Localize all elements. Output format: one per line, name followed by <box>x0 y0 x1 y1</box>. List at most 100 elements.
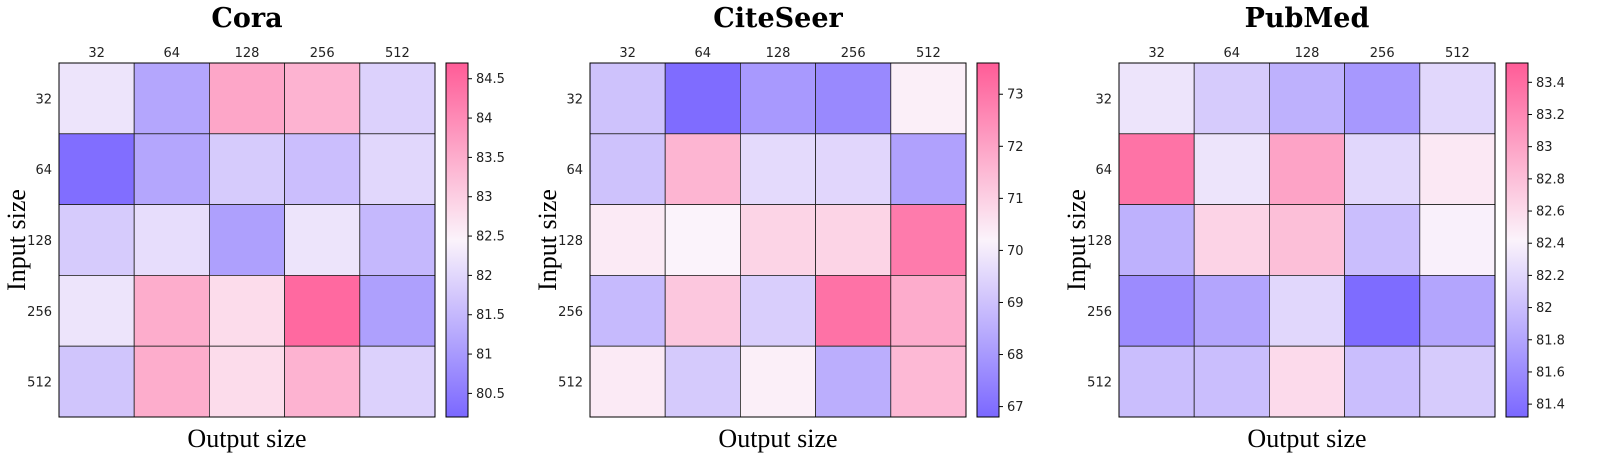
colorbar <box>445 62 469 418</box>
y-tick-label: 64 <box>1095 163 1112 178</box>
y-tick-label: 128 <box>27 234 52 249</box>
chart-title: PubMed <box>1245 3 1370 34</box>
heatmap-cell <box>740 62 817 135</box>
heatmap-cell <box>133 274 210 347</box>
colorbar-tick-label: 81.6 <box>1536 365 1565 380</box>
heatmap-cell <box>208 133 285 206</box>
y-tick-label: 32 <box>1095 92 1112 107</box>
heatmap-cell <box>284 345 361 418</box>
x-tick-label: 64 <box>695 46 712 61</box>
heatmap-cell <box>1269 133 1346 206</box>
heatmap-cell <box>284 62 361 135</box>
heatmap-cell <box>664 204 741 276</box>
colorbar <box>976 62 1000 418</box>
colorbar-tick-label: 69 <box>1007 296 1024 311</box>
heatmap-cell <box>1344 274 1421 347</box>
heatmap-cell <box>1419 345 1496 418</box>
heatmap-cell <box>359 345 436 418</box>
heatmap-cell <box>1344 133 1421 206</box>
heatmap-cell <box>815 133 892 206</box>
plot-frame <box>1118 62 1496 418</box>
colorbar-tick-label: 82 <box>476 269 493 284</box>
heatmap-cell <box>208 204 285 276</box>
heatmap-cell <box>890 204 967 276</box>
colorbar-tick-label: 84.5 <box>476 72 505 87</box>
heatmap-cell <box>1193 345 1270 418</box>
colorbar-tick-label: 82.6 <box>1536 205 1565 220</box>
colorbar-tick-label: 70 <box>1007 244 1024 259</box>
heatmap-cell <box>284 274 361 347</box>
heatmap-cell <box>208 62 285 135</box>
heatmap-cell <box>1419 204 1496 276</box>
heatmap-cell <box>208 274 285 347</box>
heatmap-cell <box>359 274 436 347</box>
x-tick-label: 256 <box>1370 46 1395 61</box>
heatmap-cell <box>815 62 892 135</box>
heatmap-cell <box>1193 133 1270 206</box>
heatmap-cell <box>1118 274 1195 347</box>
x-tick-label: 256 <box>310 46 335 61</box>
y-tick-label: 32 <box>35 92 52 107</box>
colorbar-tick-label: 82.5 <box>476 230 505 245</box>
heatmap-cell <box>1269 204 1346 276</box>
heatmap-cell <box>359 62 436 135</box>
heatmap-cell <box>133 62 210 135</box>
y-tick-label: 64 <box>566 163 583 178</box>
heatmap-cell <box>815 274 892 347</box>
heatmap-cell <box>890 133 967 206</box>
heatmap-cell <box>664 62 741 135</box>
colorbar <box>1505 62 1529 418</box>
colorbar-tick-label: 81.5 <box>476 308 505 323</box>
colorbar-tick-label: 82 <box>1536 301 1553 316</box>
y-tick-label: 256 <box>558 305 583 320</box>
heatmap-cell <box>284 133 361 206</box>
colorbar-tick-label: 82.4 <box>1536 237 1565 252</box>
x-tick-label: 64 <box>164 46 181 61</box>
heatmap-cell <box>1118 204 1195 276</box>
heatmap-cell <box>58 274 135 347</box>
heatmap-cell <box>664 345 741 418</box>
colorbar-tick-label: 83 <box>1536 140 1553 155</box>
heatmap-cell <box>1118 345 1195 418</box>
y-axis-label: Input size <box>533 189 562 291</box>
heatmap-cell <box>1419 62 1496 135</box>
y-tick-label: 256 <box>27 305 52 320</box>
x-axis-label: Output size <box>1247 424 1366 453</box>
heatmap-cell <box>1269 62 1346 135</box>
colorbar-tick-label: 72 <box>1007 140 1024 155</box>
x-tick-label: 128 <box>235 46 260 61</box>
chart-title: Cora <box>211 3 282 34</box>
heatmap-cell <box>208 345 285 418</box>
y-tick-label: 32 <box>566 92 583 107</box>
colorbar-tick-label: 81 <box>476 348 493 363</box>
heatmap-cell <box>890 274 967 347</box>
heatmap-cell <box>133 345 210 418</box>
heatmap-cell <box>664 274 741 347</box>
colorbar-tick-label: 68 <box>1007 348 1024 363</box>
heatmap-cell <box>1344 345 1421 418</box>
heatmap-cell <box>1193 204 1270 276</box>
x-tick-label: 512 <box>916 46 941 61</box>
heatmap-cell <box>1118 62 1195 135</box>
x-tick-label: 32 <box>619 46 636 61</box>
heatmap-cell <box>890 345 967 418</box>
heatmap-cell <box>1419 133 1496 206</box>
y-axis-label: Input size <box>2 189 31 291</box>
x-tick-label: 128 <box>1295 46 1320 61</box>
heatmap-cell <box>589 133 666 206</box>
heatmap-panel-citeseer: CiteSeer 32 64 128 256 512 32 64 128 256 512 Output… <box>533 3 1024 453</box>
y-tick-label: 256 <box>1087 305 1112 320</box>
heatmap-cell <box>58 62 135 135</box>
heatmap-cell <box>58 204 135 276</box>
x-tick-label: 128 <box>766 46 791 61</box>
x-tick-label: 64 <box>1224 46 1241 61</box>
heatmap-cell <box>589 274 666 347</box>
heatmap-cell <box>815 204 892 276</box>
heatmap-cell <box>1344 204 1421 276</box>
heatmap-cell <box>589 62 666 135</box>
heatmap-cell <box>589 204 666 276</box>
heatmap-cell <box>740 345 817 418</box>
colorbar-tick-label: 83.2 <box>1536 108 1565 123</box>
heatmap-cell <box>1118 133 1195 206</box>
x-tick-label: 256 <box>841 46 866 61</box>
